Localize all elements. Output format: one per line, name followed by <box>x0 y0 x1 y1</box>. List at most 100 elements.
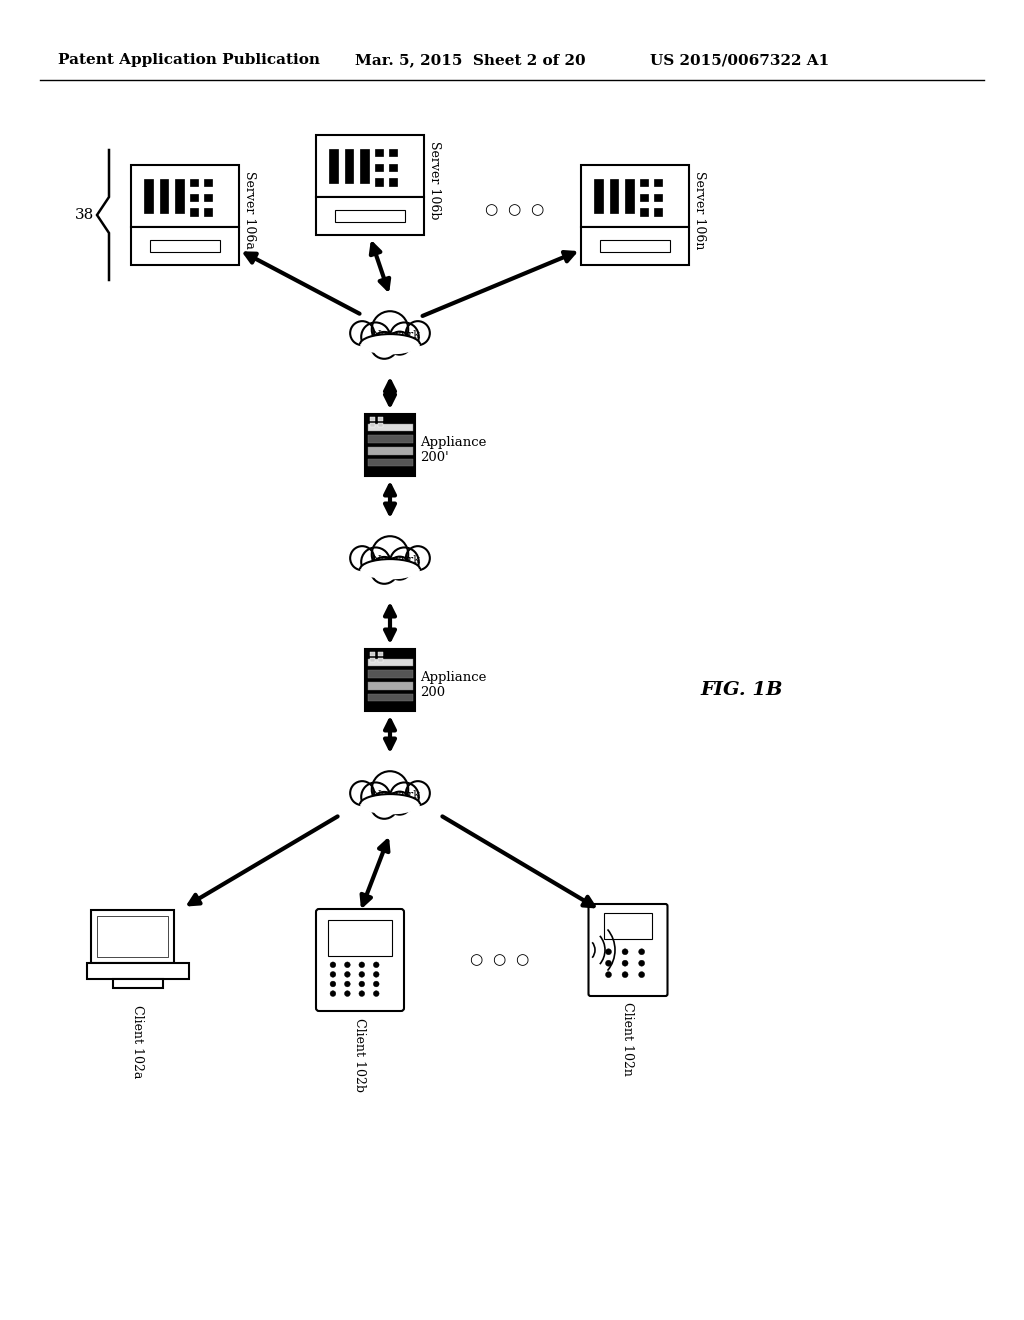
Circle shape <box>390 558 410 578</box>
Circle shape <box>375 774 406 805</box>
Bar <box>603 913 652 940</box>
Bar <box>368 424 413 432</box>
Bar <box>204 209 212 216</box>
Circle shape <box>639 972 645 978</box>
Circle shape <box>406 781 430 805</box>
Circle shape <box>622 960 628 966</box>
Text: Network
104: Network 104 <box>372 789 421 810</box>
Ellipse shape <box>358 788 421 813</box>
Circle shape <box>359 972 365 977</box>
Ellipse shape <box>360 795 420 814</box>
Circle shape <box>352 783 373 804</box>
Circle shape <box>374 972 379 977</box>
Bar <box>335 210 406 222</box>
Bar <box>368 671 413 678</box>
Bar <box>654 209 662 216</box>
Circle shape <box>330 981 336 987</box>
Bar <box>378 659 383 663</box>
Bar <box>368 447 413 454</box>
Bar <box>96 916 168 957</box>
Bar <box>389 149 396 156</box>
Bar <box>600 240 670 252</box>
Bar <box>581 227 689 265</box>
Circle shape <box>364 784 388 809</box>
Text: Server 106b: Server 106b <box>428 141 441 219</box>
FancyBboxPatch shape <box>589 904 668 997</box>
Text: Server 106a: Server 106a <box>243 172 256 249</box>
Bar <box>378 424 383 428</box>
Circle shape <box>359 962 365 968</box>
Ellipse shape <box>358 327 421 354</box>
Circle shape <box>372 312 409 347</box>
Text: Mar. 5, 2015  Sheet 2 of 20: Mar. 5, 2015 Sheet 2 of 20 <box>355 53 586 67</box>
Bar <box>316 197 424 235</box>
Bar <box>365 414 415 477</box>
Circle shape <box>350 546 374 570</box>
Circle shape <box>352 323 373 343</box>
Circle shape <box>605 960 611 966</box>
Bar <box>190 194 198 201</box>
Bar <box>376 178 383 186</box>
Text: Client 102b: Client 102b <box>353 1018 367 1092</box>
Circle shape <box>374 962 379 968</box>
Bar <box>204 178 212 186</box>
Bar <box>378 417 383 421</box>
Circle shape <box>373 793 395 817</box>
Bar <box>190 209 198 216</box>
Circle shape <box>388 557 411 579</box>
Circle shape <box>605 949 611 954</box>
Circle shape <box>350 781 374 805</box>
Circle shape <box>388 331 411 355</box>
Circle shape <box>344 991 350 997</box>
Circle shape <box>622 949 628 954</box>
Bar <box>131 227 239 265</box>
Bar <box>150 240 220 252</box>
Circle shape <box>390 783 419 812</box>
Circle shape <box>639 949 645 954</box>
Circle shape <box>390 793 410 813</box>
Circle shape <box>352 548 373 569</box>
Bar <box>654 178 662 186</box>
Bar <box>204 194 212 201</box>
Circle shape <box>344 981 350 987</box>
Bar <box>368 694 413 701</box>
Circle shape <box>392 784 417 809</box>
Circle shape <box>374 981 379 987</box>
Bar <box>370 417 375 421</box>
Circle shape <box>406 321 430 345</box>
Circle shape <box>371 792 397 818</box>
Bar <box>344 149 353 182</box>
Bar <box>625 178 634 213</box>
Circle shape <box>330 962 336 968</box>
Text: Network
104': Network 104' <box>372 330 421 350</box>
Circle shape <box>364 549 388 574</box>
FancyBboxPatch shape <box>316 909 404 1011</box>
Bar <box>389 164 396 172</box>
Circle shape <box>605 972 611 978</box>
Text: Appliance
200': Appliance 200' <box>420 436 486 465</box>
Circle shape <box>392 325 417 348</box>
Circle shape <box>330 991 336 997</box>
Text: Patent Application Publication: Patent Application Publication <box>58 53 319 67</box>
Circle shape <box>330 972 336 977</box>
Text: Client 102n: Client 102n <box>622 1002 635 1076</box>
Bar <box>389 178 396 186</box>
Bar <box>113 979 163 987</box>
Circle shape <box>359 991 365 997</box>
Circle shape <box>350 321 374 345</box>
Bar <box>581 165 689 227</box>
Circle shape <box>361 783 390 812</box>
Bar <box>594 178 602 213</box>
Bar <box>368 459 413 466</box>
Circle shape <box>373 558 395 582</box>
Bar <box>370 652 375 656</box>
Ellipse shape <box>358 553 421 578</box>
Text: US 2015/0067322 A1: US 2015/0067322 A1 <box>650 53 829 67</box>
Circle shape <box>344 972 350 977</box>
Circle shape <box>361 548 390 577</box>
Bar <box>640 209 648 216</box>
Bar <box>175 178 183 213</box>
Circle shape <box>390 322 419 351</box>
Circle shape <box>375 314 406 345</box>
Text: Client 102a: Client 102a <box>131 1005 144 1078</box>
